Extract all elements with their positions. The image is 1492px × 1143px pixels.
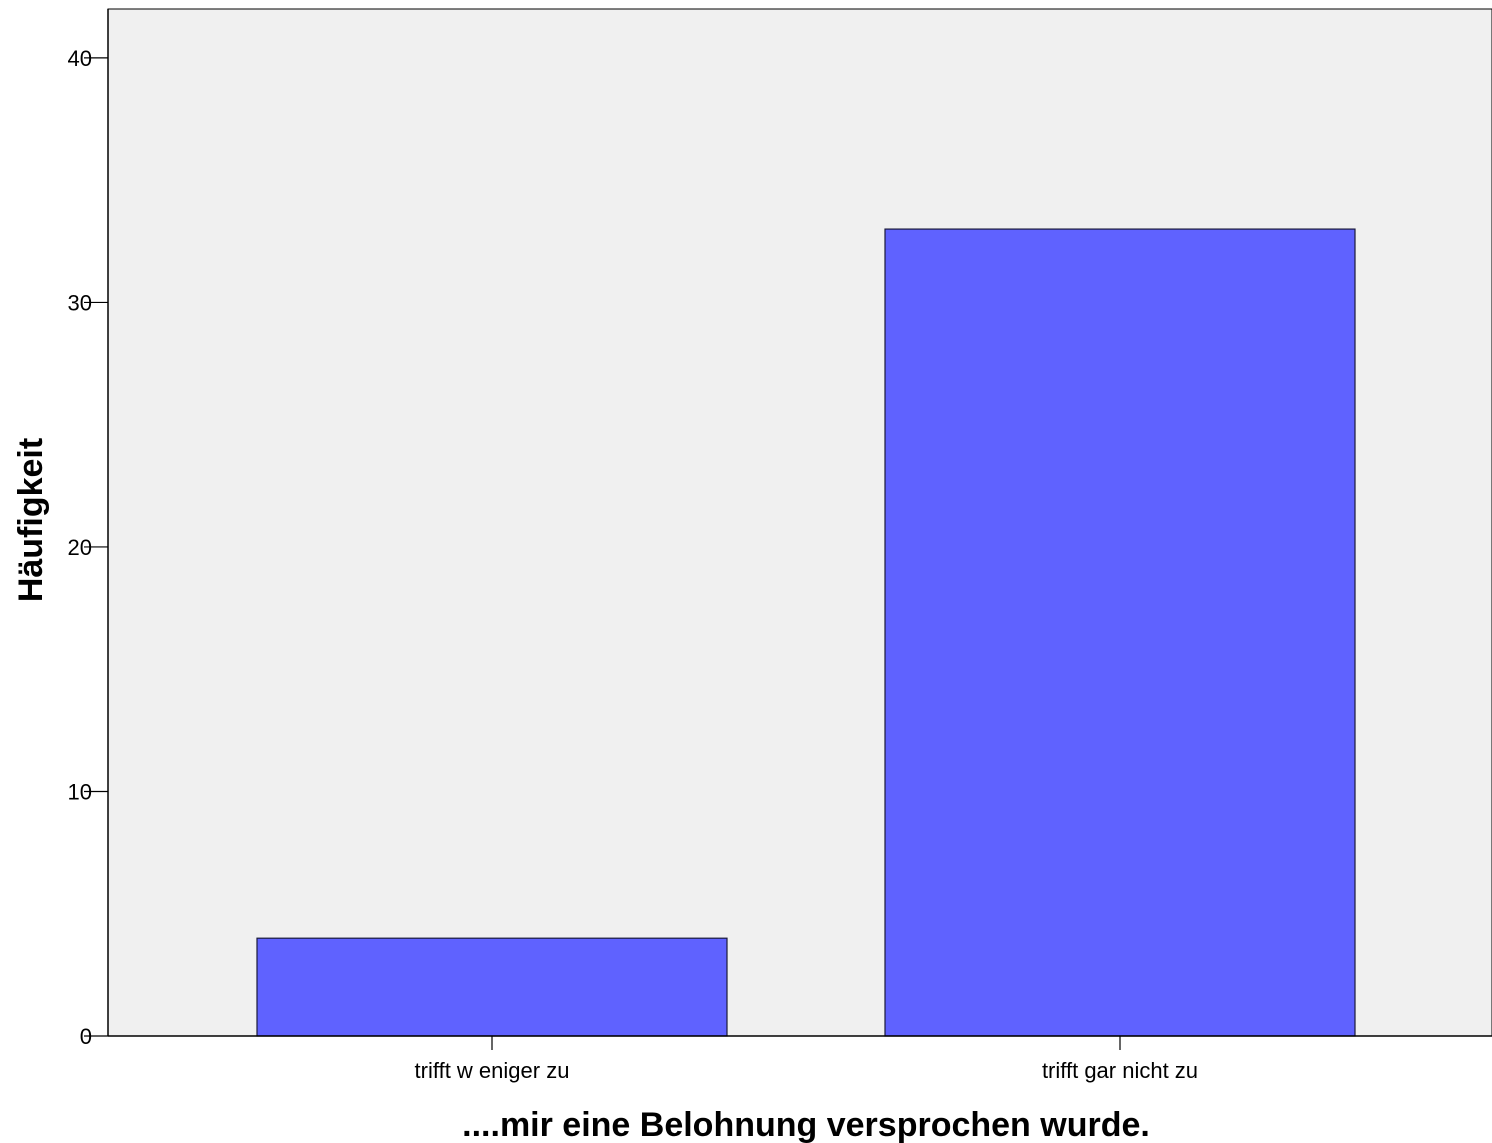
x-category-label-1: trifft gar nicht zu — [1042, 1058, 1198, 1083]
y-tick-label-0: 0 — [80, 1024, 92, 1049]
bar-0 — [256, 937, 728, 1037]
y-axis-title: Häufigkeit — [12, 438, 50, 602]
y-ticks-group: 0 10 20 30 40 — [68, 46, 108, 1049]
x-category-label-0: trifft w eniger zu — [415, 1058, 570, 1083]
x-axis-title: ....mir eine Belohnung versprochen wurde… — [462, 1106, 1150, 1143]
bar-1 — [884, 228, 1356, 1037]
y-tick-label-4: 40 — [68, 46, 92, 71]
x-ticks-group: trifft w eniger zu trifft gar nicht zu — [415, 1036, 1198, 1083]
y-tick-label-2: 20 — [68, 535, 92, 560]
y-tick-label-3: 30 — [68, 290, 92, 315]
y-tick-label-1: 10 — [68, 779, 92, 804]
